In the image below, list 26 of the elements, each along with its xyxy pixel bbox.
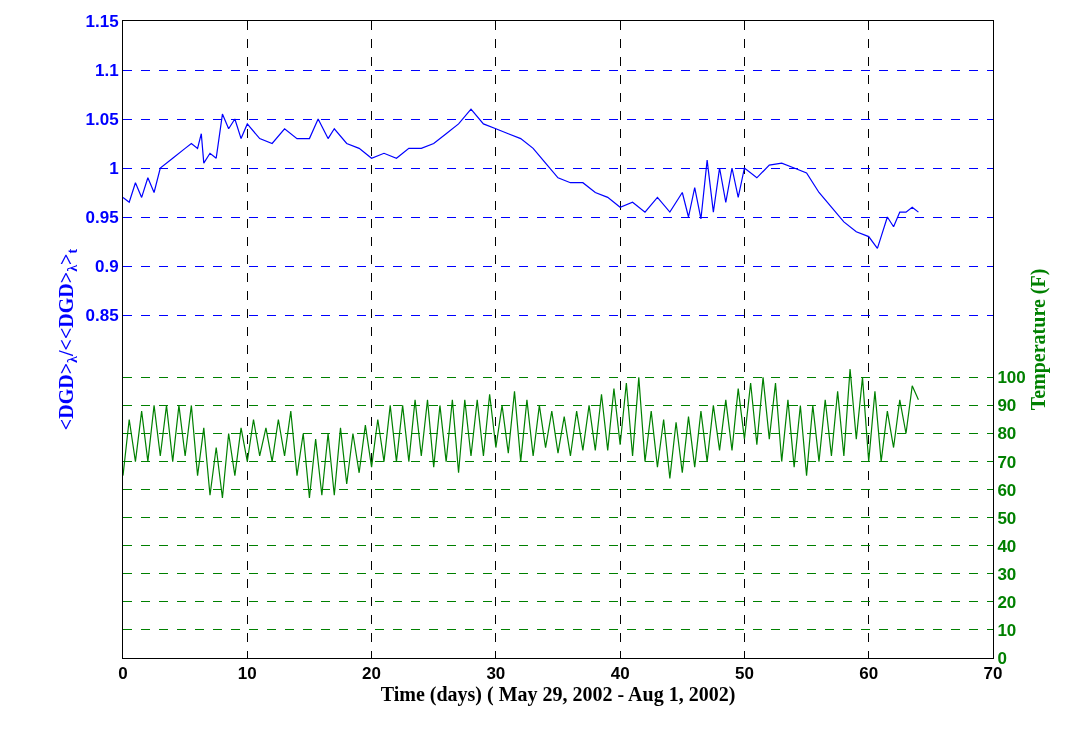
x-tick-label: 10 — [237, 664, 257, 684]
y2-tick-label: 60 — [997, 480, 1017, 500]
y2-tick-label: 10 — [997, 620, 1017, 640]
y-tick-label: 1.1 — [94, 60, 119, 80]
y-tick-label: 1 — [109, 158, 119, 178]
y-tick-label: 0.9 — [94, 256, 119, 276]
y2-axis-title: Temperature (F) — [1027, 268, 1051, 411]
y2-tick-label: 50 — [997, 508, 1017, 528]
x-tick-label: 60 — [859, 664, 879, 684]
y2-tick-label: 80 — [997, 424, 1017, 444]
x-tick-label: 30 — [486, 664, 506, 684]
x-tick-label: 40 — [610, 664, 630, 684]
y2-tick-label: 30 — [997, 564, 1017, 584]
y2-tick-label: 90 — [997, 396, 1017, 416]
y2-tick-label: 20 — [997, 592, 1017, 612]
y2-tick-label: 100 — [997, 368, 1026, 388]
x-tick-label: 50 — [734, 664, 754, 684]
y-tick-label: 1.05 — [85, 109, 119, 129]
y-tick-label: 0.85 — [85, 305, 119, 325]
y-tick-label: 1.15 — [85, 11, 119, 31]
y2-tick-label: 40 — [997, 536, 1017, 556]
x-tick-label: 0 — [118, 664, 128, 684]
y-tick-label: 0.95 — [85, 207, 119, 227]
x-axis-title: Time (days) ( May 29, 2002 - Aug 1, 2002) — [380, 683, 736, 707]
y2-tick-label: 70 — [997, 452, 1017, 472]
x-tick-label: 20 — [362, 664, 382, 684]
